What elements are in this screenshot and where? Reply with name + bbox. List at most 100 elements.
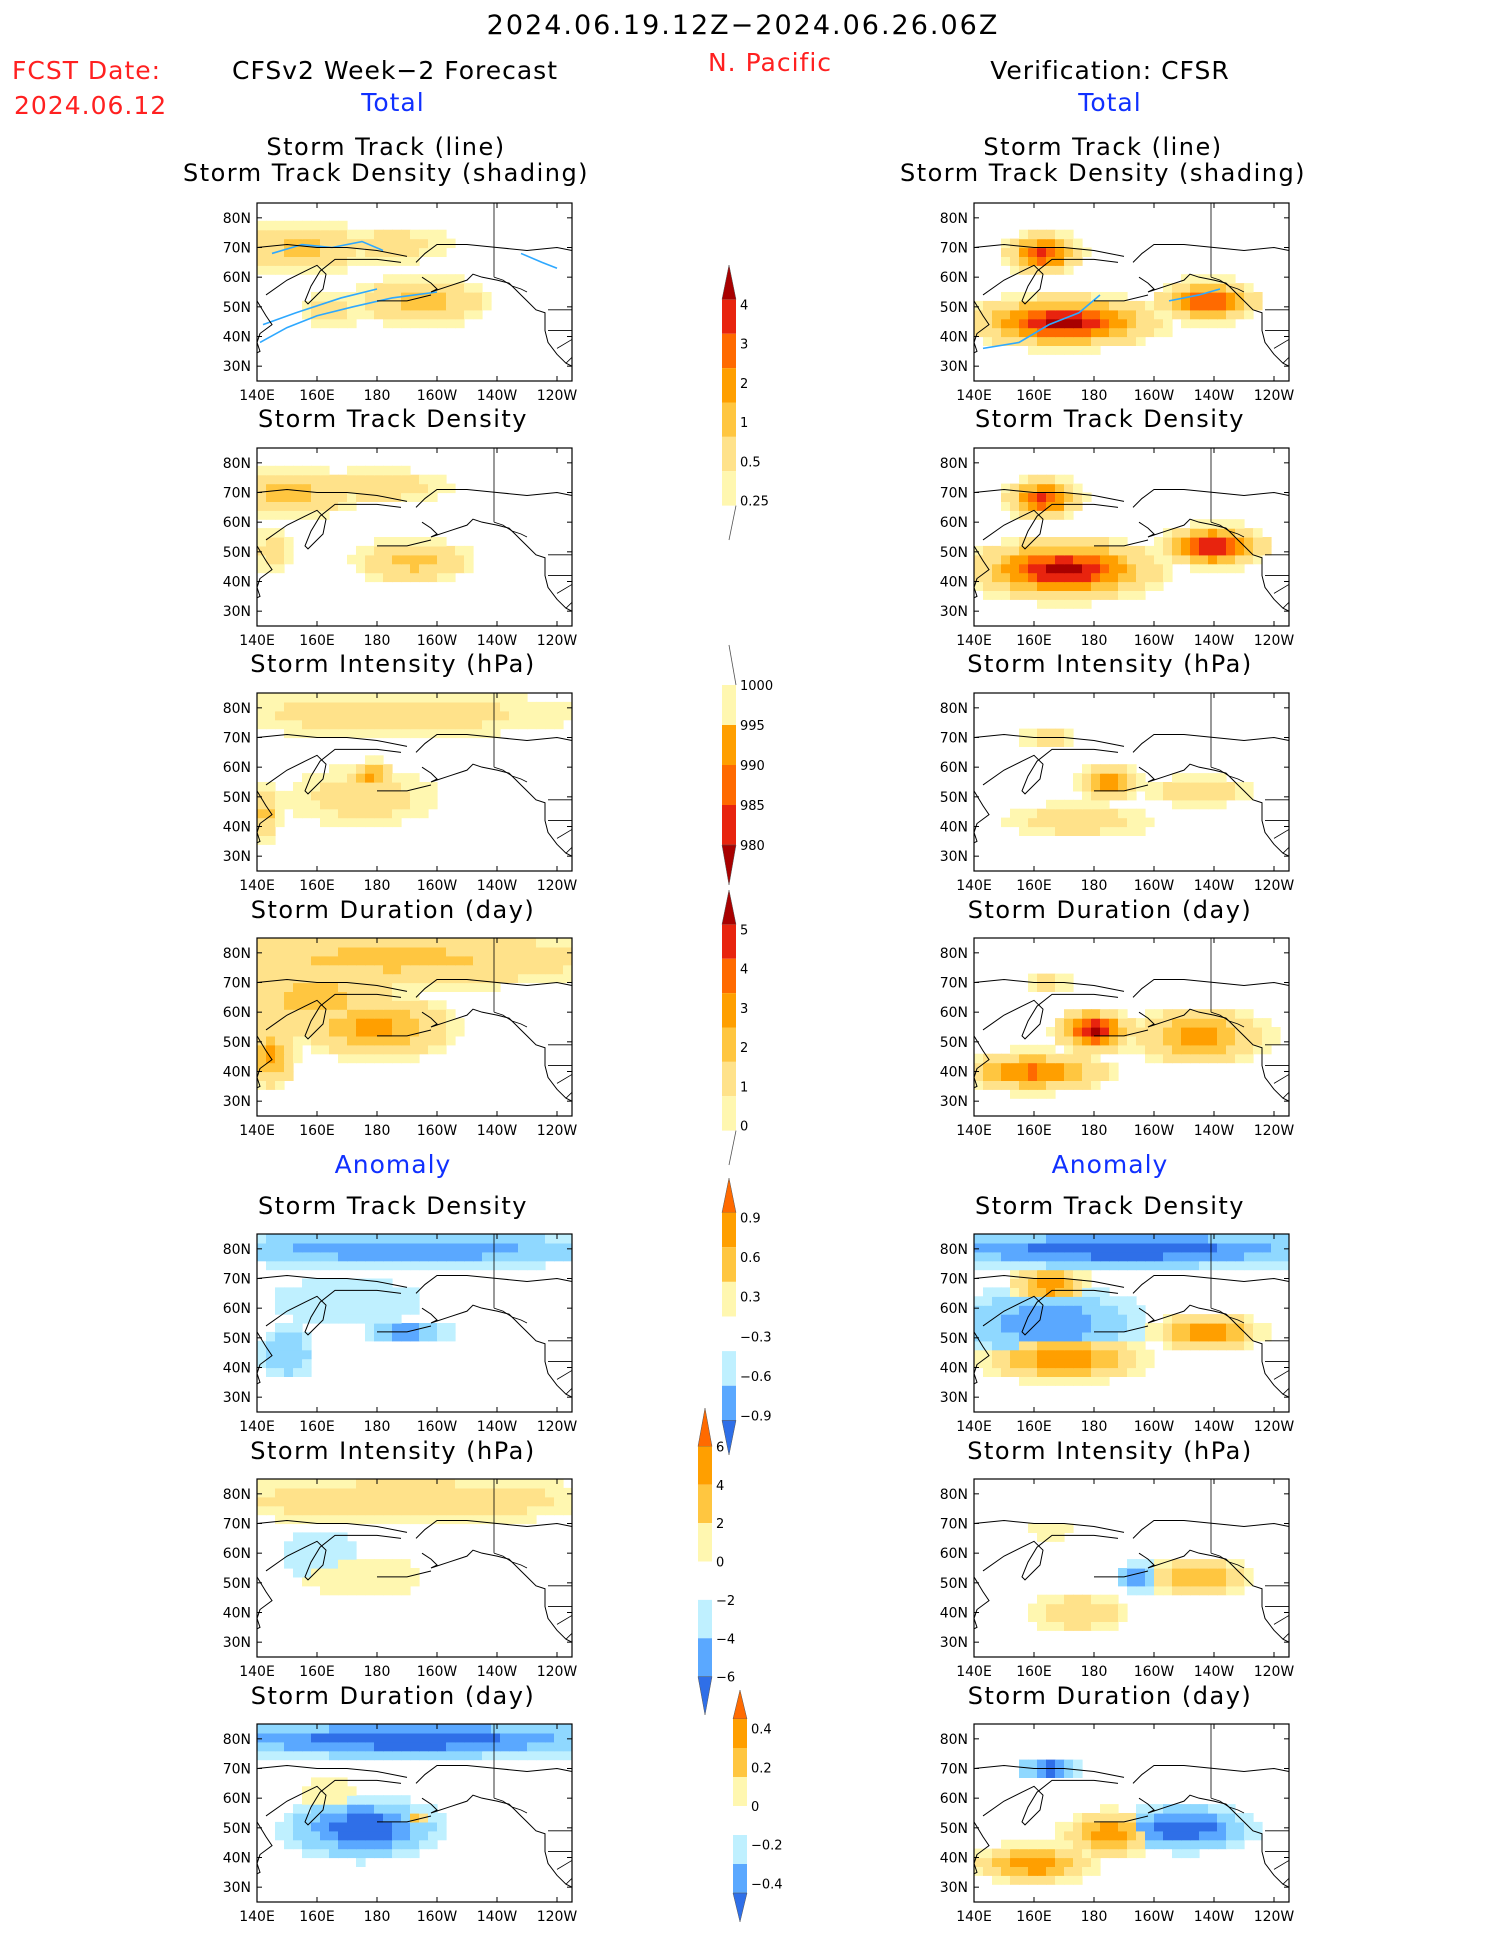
shade-cell bbox=[266, 1071, 276, 1081]
lon-tick-label: 140W bbox=[1194, 633, 1235, 649]
shade-cell bbox=[1055, 737, 1065, 747]
shade-cell bbox=[419, 1251, 429, 1262]
shade-cell bbox=[410, 799, 420, 810]
shade-cell bbox=[347, 1732, 357, 1743]
shade-cell bbox=[320, 1487, 330, 1498]
shade-cell bbox=[1190, 1027, 1200, 1037]
shade-cell bbox=[1091, 1260, 1101, 1271]
shade-cell bbox=[1118, 1242, 1128, 1253]
shade-cell bbox=[338, 719, 348, 730]
shade-cell bbox=[1046, 1612, 1056, 1622]
f-dens-title: Storm Track Density bbox=[258, 405, 528, 433]
shade-cell bbox=[383, 1331, 393, 1342]
shade-cell bbox=[1154, 1830, 1164, 1841]
shade-cell bbox=[275, 1287, 285, 1297]
shade-cell bbox=[1109, 1062, 1119, 1073]
shade-cell bbox=[1280, 1242, 1289, 1253]
shade-cell bbox=[338, 309, 348, 320]
colorbar-label: 0 bbox=[740, 1120, 748, 1135]
lat-tick-label: 60N bbox=[223, 1791, 251, 1807]
shade-cell bbox=[365, 764, 375, 774]
colorbar-segment bbox=[722, 958, 736, 994]
shade-cell bbox=[392, 773, 402, 783]
colorbar-segment bbox=[722, 1061, 736, 1097]
coastline bbox=[257, 1275, 408, 1288]
shade-cell bbox=[500, 1479, 510, 1489]
shading-layer bbox=[974, 1759, 1263, 1885]
lon-tick-label: 160W bbox=[417, 633, 458, 649]
shade-cell bbox=[1118, 1830, 1128, 1841]
coastline bbox=[257, 1035, 273, 1089]
shade-cell bbox=[554, 1487, 564, 1498]
colorbar-cap bbox=[732, 1892, 748, 1923]
shade-cell bbox=[1145, 1009, 1155, 1019]
shade-cell bbox=[338, 1777, 348, 1787]
shade-cell bbox=[1199, 1568, 1209, 1578]
shade-cell bbox=[1235, 1044, 1245, 1055]
lat-tick-label: 40N bbox=[940, 820, 968, 836]
shade-cell bbox=[1064, 799, 1074, 810]
shade-cell bbox=[1064, 1621, 1074, 1631]
border-line bbox=[1210, 1011, 1245, 1028]
shade-cell bbox=[1145, 1804, 1155, 1814]
shade-cell bbox=[320, 1568, 330, 1578]
shade-cell bbox=[563, 1505, 572, 1516]
shade-cell bbox=[401, 1296, 411, 1306]
shade-cell bbox=[1028, 318, 1038, 329]
shade-cell bbox=[1082, 1287, 1092, 1297]
shade-cell bbox=[293, 1242, 303, 1253]
shade-cell bbox=[293, 1044, 303, 1055]
shade-cell bbox=[347, 782, 357, 792]
shade-cell bbox=[1019, 1053, 1029, 1064]
shade-cell bbox=[1037, 1349, 1047, 1360]
shade-cell bbox=[1181, 283, 1191, 293]
shade-cell bbox=[527, 1242, 537, 1253]
shade-cell bbox=[266, 1358, 276, 1369]
shade-cell bbox=[365, 1505, 375, 1516]
shade-cell bbox=[329, 238, 339, 249]
shade-cell bbox=[401, 256, 411, 266]
shade-cell bbox=[464, 1750, 474, 1761]
shade-cell bbox=[527, 1260, 537, 1271]
shade-cell bbox=[347, 474, 357, 485]
shade-cell bbox=[401, 1251, 411, 1262]
shade-cell bbox=[1010, 1071, 1020, 1081]
shade-cell bbox=[329, 1496, 339, 1507]
shade-cell bbox=[1145, 790, 1155, 801]
shade-cell bbox=[1100, 292, 1110, 302]
shade-cell bbox=[383, 537, 393, 547]
shade-cell bbox=[419, 982, 429, 992]
shade-cell bbox=[311, 1505, 321, 1516]
shade-cell bbox=[311, 1234, 321, 1244]
shade-cell bbox=[446, 1724, 456, 1734]
shade-cell bbox=[473, 309, 483, 320]
colorbar-label: 0.4 bbox=[751, 1723, 772, 1738]
shade-cell bbox=[392, 1331, 402, 1342]
shade-cell bbox=[491, 1724, 501, 1734]
shade-cell bbox=[1028, 1053, 1038, 1064]
shade-cell bbox=[974, 1260, 984, 1271]
shade-cell bbox=[1163, 300, 1173, 311]
shade-cell bbox=[1082, 1866, 1092, 1876]
shade-cell bbox=[320, 1848, 330, 1859]
shade-cell bbox=[1172, 1830, 1182, 1841]
shade-cell bbox=[410, 710, 420, 721]
shade-cell bbox=[1046, 826, 1056, 836]
shade-cell bbox=[266, 483, 276, 494]
shade-cell bbox=[1253, 528, 1263, 538]
shade-cell bbox=[1100, 799, 1110, 810]
shade-cell bbox=[365, 545, 375, 556]
shade-cell bbox=[347, 1559, 357, 1569]
shade-cell bbox=[1082, 247, 1092, 257]
shade-cell bbox=[1190, 1009, 1200, 1019]
shade-cell bbox=[1028, 501, 1038, 511]
shade-cell bbox=[1001, 292, 1011, 302]
shade-cell bbox=[311, 1576, 321, 1587]
shade-cell bbox=[455, 701, 465, 712]
shade-cell bbox=[329, 483, 339, 494]
shade-cell bbox=[1127, 336, 1137, 346]
shade-cell bbox=[419, 1514, 429, 1525]
shade-cell bbox=[257, 1724, 267, 1734]
shade-cell bbox=[284, 1349, 294, 1360]
